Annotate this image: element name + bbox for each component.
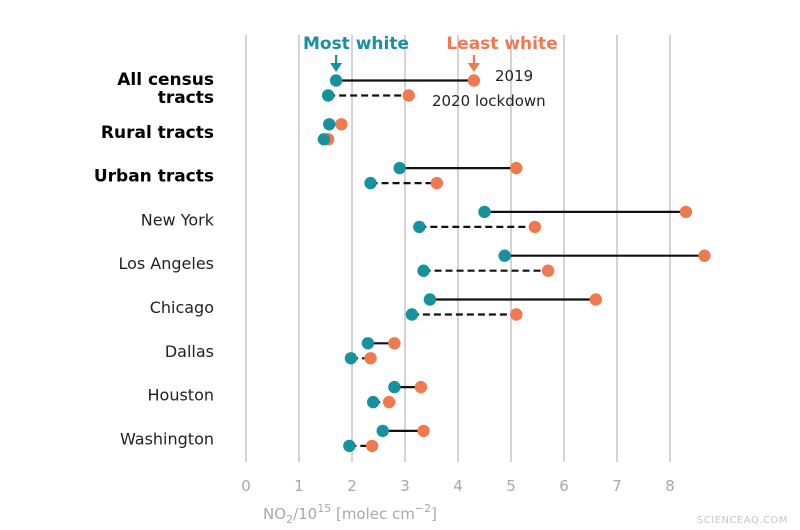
point-2019-most-white-urban-tracts bbox=[393, 161, 406, 175]
x-tick-label-2: 2 bbox=[347, 477, 357, 495]
point-2020-most-white-washington bbox=[343, 439, 356, 453]
legend-2019: 2019 bbox=[495, 67, 533, 85]
point-2019-least-white-rural-tracts bbox=[335, 118, 348, 131]
category-label-washington: Washington bbox=[120, 429, 214, 448]
point-2020-least-white-houston bbox=[382, 395, 396, 409]
point-2019-most-white-washington bbox=[376, 424, 389, 438]
category-label-los-angeles: Los Angeles bbox=[118, 254, 214, 273]
point-2020-most-white-all-census-tracts bbox=[321, 89, 335, 102]
category-label-chicago: Chicago bbox=[150, 298, 214, 317]
grid-lines bbox=[245, 35, 671, 462]
category-label-houston: Houston bbox=[148, 386, 215, 405]
header-least-white: Least white bbox=[446, 34, 557, 54]
x-tick-label-0: 0 bbox=[241, 477, 251, 495]
category-label-new-york: New York bbox=[141, 210, 215, 229]
point-2019-most-white-all-census-tracts bbox=[329, 74, 343, 87]
x-axis-label: NO2/1015 [molec cm−2] bbox=[263, 502, 437, 526]
point-2020-least-white-new-york bbox=[528, 220, 542, 234]
point-2019-least-white-all-census-tracts bbox=[467, 74, 481, 87]
point-2020-most-white-dallas bbox=[344, 352, 358, 365]
point-2019-most-white-los-angeles bbox=[498, 249, 511, 262]
point-2019-least-white-los-angeles bbox=[698, 249, 711, 262]
x-tick-label-4: 4 bbox=[453, 477, 463, 495]
category-labels: All census tracts Rural tracts Urban tracts… bbox=[94, 70, 215, 448]
data-points bbox=[317, 74, 711, 453]
point-2019-most-white-houston bbox=[388, 380, 401, 394]
most-white-arrow-icon bbox=[330, 55, 343, 72]
x-tick-label-7: 7 bbox=[612, 477, 622, 495]
point-2020-least-white-los-angeles bbox=[541, 264, 555, 277]
category-label-all-census-tracts: All census tracts bbox=[117, 70, 214, 108]
x-tick-label-8: 8 bbox=[665, 477, 675, 495]
point-2019-most-white-rural-tracts bbox=[323, 118, 336, 131]
point-2019-least-white-washington bbox=[417, 424, 430, 438]
header-most-white: Most white bbox=[303, 34, 409, 54]
point-2019-least-white-houston bbox=[414, 380, 428, 394]
point-2020-most-white-chicago bbox=[405, 308, 419, 321]
point-2020-least-white-chicago bbox=[510, 308, 523, 321]
point-2019-most-white-chicago bbox=[423, 293, 437, 306]
group-headers: Most white Least white bbox=[303, 34, 558, 72]
point-2020-least-white-dallas bbox=[364, 352, 377, 365]
point-2019-most-white-new-york bbox=[478, 205, 491, 219]
point-2019-least-white-new-york bbox=[679, 205, 693, 219]
point-2020-most-white-new-york bbox=[413, 220, 426, 234]
x-tick-label-5: 5 bbox=[506, 477, 516, 495]
x-tick-label-1: 1 bbox=[294, 477, 304, 495]
legend-2020-lockdown: 2020 lockdown bbox=[432, 92, 546, 110]
point-2020-least-white-washington bbox=[365, 439, 379, 453]
x-tick-label-3: 3 bbox=[400, 477, 410, 495]
point-2019-least-white-chicago bbox=[589, 293, 602, 306]
category-label-rural-tracts: Rural tracts bbox=[101, 123, 214, 143]
watermark: SCIENCEAQ.COM bbox=[696, 515, 788, 526]
point-2020-most-white-houston bbox=[367, 395, 380, 409]
least-white-arrow-icon bbox=[467, 55, 480, 72]
point-2020-most-white-rural-tracts bbox=[317, 133, 331, 146]
connector-lines bbox=[323, 79, 705, 447]
point-2020-least-white-urban-tracts bbox=[430, 176, 443, 190]
category-label-urban-tracts: Urban tracts bbox=[94, 167, 214, 187]
point-2020-most-white-los-angeles bbox=[417, 264, 430, 277]
point-2020-least-white-all-census-tracts bbox=[402, 89, 415, 102]
category-label-dallas: Dallas bbox=[165, 342, 214, 361]
x-axis-title: NO2/1015 [molec cm−2] bbox=[263, 502, 437, 526]
legend: 2019 2020 lockdown bbox=[432, 67, 546, 110]
point-2019-most-white-dallas bbox=[361, 337, 375, 350]
x-tick-label-6: 6 bbox=[559, 477, 569, 495]
point-2019-least-white-dallas bbox=[388, 337, 401, 350]
point-2020-most-white-urban-tracts bbox=[364, 176, 377, 190]
point-2019-least-white-urban-tracts bbox=[510, 161, 523, 175]
x-axis-ticks: 0 1 2 3 4 5 6 7 8 bbox=[241, 477, 675, 495]
